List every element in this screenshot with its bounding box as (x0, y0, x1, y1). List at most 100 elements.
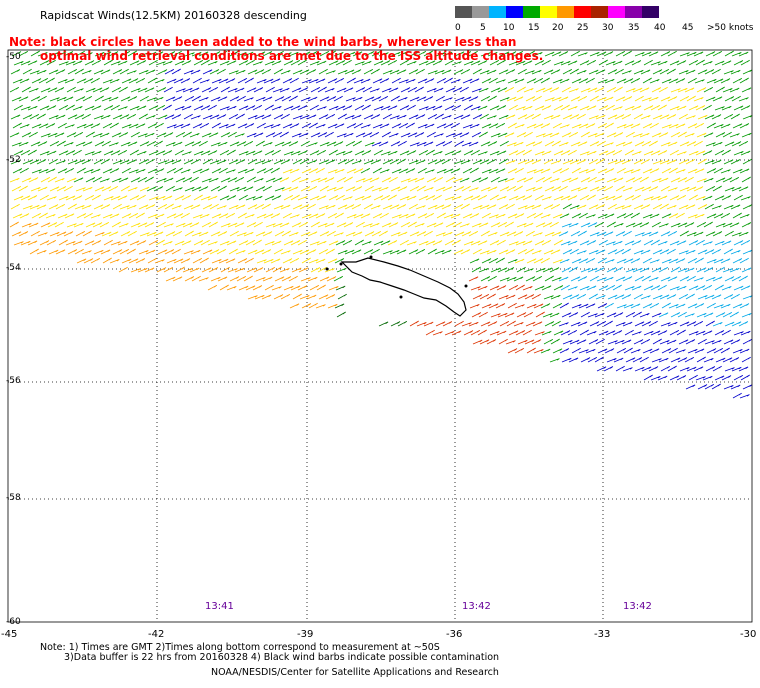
wind-barb (625, 357, 636, 363)
wind-barb (184, 186, 195, 192)
wind-barb (741, 176, 751, 183)
wind-barb (658, 177, 669, 183)
wind-barb (540, 348, 551, 354)
wind-barb (211, 78, 222, 84)
wind-barb (668, 123, 679, 129)
wind-barb (531, 159, 542, 165)
wind-barb (525, 321, 536, 327)
wind-barb (723, 294, 734, 300)
wind-barb (405, 168, 416, 174)
wind-barb (319, 231, 330, 237)
wind-barb (400, 87, 411, 93)
wind-barb (84, 240, 95, 246)
wind-barb (651, 221, 661, 228)
wind-barb (40, 176, 51, 183)
wind-barb (477, 151, 488, 156)
wind-barb (498, 249, 509, 255)
wind-barb (210, 96, 221, 102)
wind-barb (334, 303, 345, 309)
wind-barb (253, 267, 264, 273)
wind-barb (245, 196, 256, 201)
lon-label: -30 (740, 629, 757, 640)
wind-barb (688, 194, 698, 201)
wind-barb (405, 122, 415, 129)
wind-barb (54, 221, 64, 228)
wind-barb (740, 330, 751, 336)
wind-barb (191, 51, 202, 57)
wind-barb (49, 186, 60, 192)
wind-barb (315, 213, 326, 219)
wind-barb (209, 114, 220, 120)
wind-barb (551, 320, 561, 327)
wind-barb (607, 294, 618, 300)
wind-barb (678, 339, 689, 345)
wind-barb (657, 195, 668, 201)
wind-barb (607, 203, 617, 210)
wind-barb (712, 231, 723, 237)
wind-barb (63, 96, 74, 102)
wind-barb (497, 267, 508, 273)
wind-barb (208, 177, 219, 183)
wind-barb (630, 123, 641, 129)
wind-barb (712, 141, 723, 147)
wind-barb (315, 258, 326, 264)
wind-barb (702, 330, 713, 336)
wind-barb (406, 150, 417, 156)
wind-barb (694, 122, 705, 129)
wind-barb (110, 241, 121, 246)
wind-barb (740, 196, 751, 201)
wind-barb (463, 241, 474, 246)
wind-barb (270, 78, 281, 84)
wind-barb (162, 60, 173, 66)
wind-barb (541, 150, 552, 156)
wind-barb (426, 177, 437, 183)
wind-barb (472, 68, 482, 75)
wind-barb (389, 158, 400, 165)
wind-barb (706, 213, 717, 219)
wind-barb (470, 195, 481, 201)
wind-barb (254, 69, 265, 75)
wind-barb (310, 177, 321, 183)
wind-barb (436, 123, 447, 129)
wind-barb (478, 87, 489, 93)
wind-barb (604, 122, 614, 129)
wind-barb (506, 185, 517, 192)
wind-barb (283, 151, 294, 156)
wind-barb (606, 358, 617, 363)
wind-barb (454, 140, 464, 147)
wind-barb (19, 78, 30, 84)
wind-barb (642, 168, 653, 174)
wind-barb (399, 196, 410, 201)
wind-barb (697, 158, 707, 165)
wind-barb (576, 250, 587, 255)
legend-swatch (591, 6, 608, 18)
wind-barb (57, 213, 68, 219)
wind-barb (165, 231, 176, 237)
wind-barb (605, 61, 616, 66)
wind-barb (650, 61, 661, 66)
wind-barb (409, 96, 420, 102)
wind-barb (427, 70, 438, 75)
wind-barb (479, 159, 490, 165)
wind-barb (20, 240, 31, 246)
wind-barb (515, 60, 526, 66)
wind-barb (443, 77, 453, 84)
wind-barb (253, 132, 264, 138)
wind-barb (211, 213, 222, 219)
wind-barb (388, 87, 399, 93)
wind-barb (679, 186, 690, 192)
wind-barb (722, 222, 733, 228)
wind-barb (480, 52, 491, 57)
wind-barb (255, 231, 266, 237)
wind-barb (605, 284, 616, 291)
wind-barb (615, 96, 626, 102)
wind-barb (715, 132, 726, 138)
wind-barb (300, 277, 311, 282)
wind-barb (217, 231, 228, 237)
wind-barb (580, 131, 590, 138)
wind-barb (688, 59, 699, 66)
wind-barb (670, 357, 681, 363)
wind-barb (327, 123, 338, 129)
wind-barb (102, 257, 112, 264)
wind-barb (641, 51, 652, 57)
